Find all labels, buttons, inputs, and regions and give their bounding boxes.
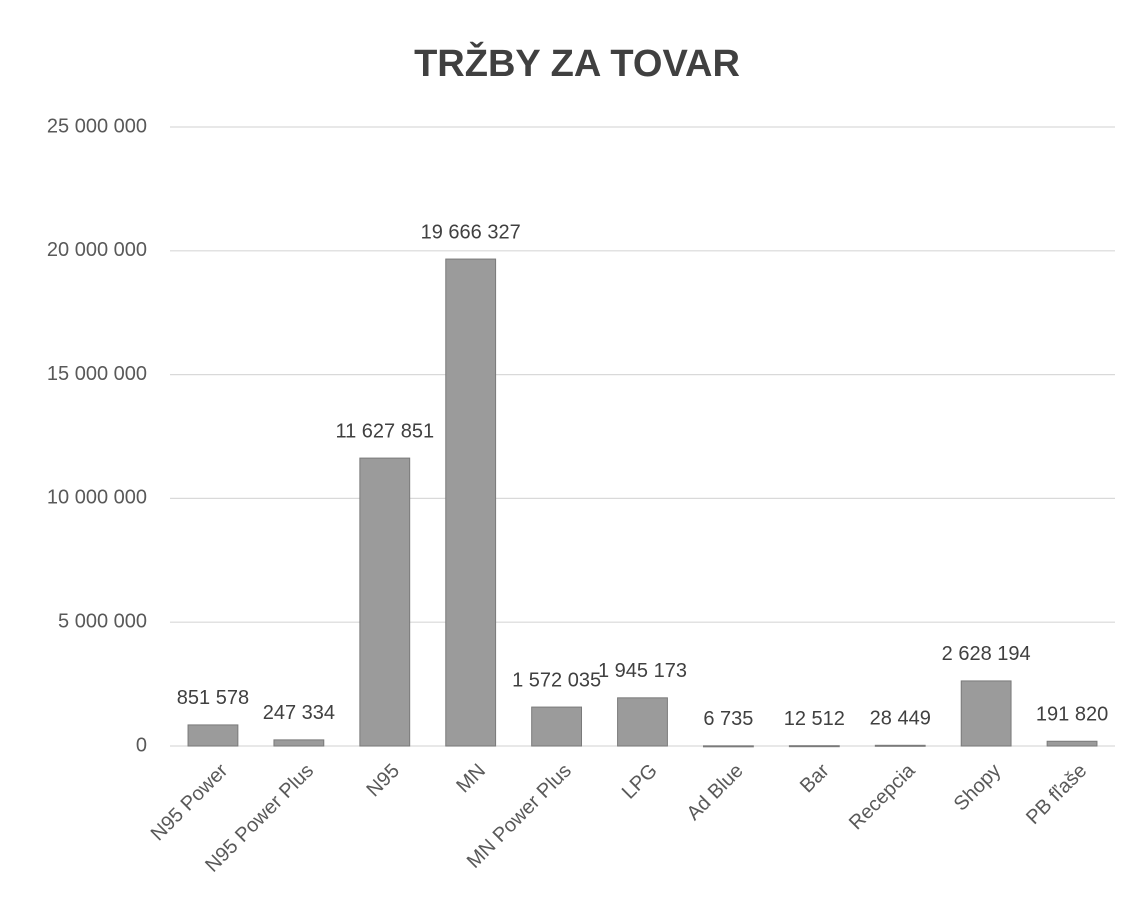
bar <box>702 745 754 748</box>
bar <box>788 745 840 748</box>
value-label: 28 449 <box>870 708 931 730</box>
bar <box>531 706 583 747</box>
value-label: 1 572 035 <box>512 669 601 691</box>
value-label: 6 735 <box>703 708 753 730</box>
x-tick-label: Bar <box>796 759 834 797</box>
x-tick-label: N95 <box>363 760 405 802</box>
value-label: 247 334 <box>263 702 335 724</box>
y-tick-label: 5 000 000 <box>58 610 147 632</box>
y-tick-label: 15 000 000 <box>47 363 147 385</box>
value-label: 19 666 327 <box>421 221 521 243</box>
bar <box>960 680 1012 747</box>
bar <box>874 744 926 747</box>
x-tick-label: N95 Power <box>147 759 233 845</box>
bar <box>445 258 497 747</box>
bar <box>187 724 239 747</box>
x-tick-label: Shopy <box>950 760 1006 816</box>
bar <box>1046 740 1098 747</box>
x-tick-label: LPG <box>618 760 662 804</box>
value-label: 2 628 194 <box>942 643 1031 665</box>
y-tick-label: 0 <box>136 734 147 756</box>
value-label: 851 578 <box>177 687 249 709</box>
x-tick-label: PB fľaše <box>1022 760 1091 829</box>
x-tick-label: Recepcia <box>845 759 920 834</box>
bar <box>359 457 411 747</box>
value-label: 12 512 <box>784 708 845 730</box>
x-tick-label: MN <box>452 760 490 798</box>
y-tick-label: 20 000 000 <box>47 239 147 261</box>
bar <box>273 739 325 747</box>
value-label: 191 820 <box>1036 704 1108 726</box>
bar <box>617 697 668 747</box>
x-tick-label: Ad Blue <box>683 760 748 825</box>
y-tick-label: 25 000 000 <box>47 115 147 137</box>
value-label: 11 627 851 <box>335 420 434 442</box>
y-tick-label: 10 000 000 <box>47 487 147 509</box>
value-label: 1 945 173 <box>598 660 687 682</box>
chart-title: TRŽBY ZA TOVAR <box>414 41 740 85</box>
